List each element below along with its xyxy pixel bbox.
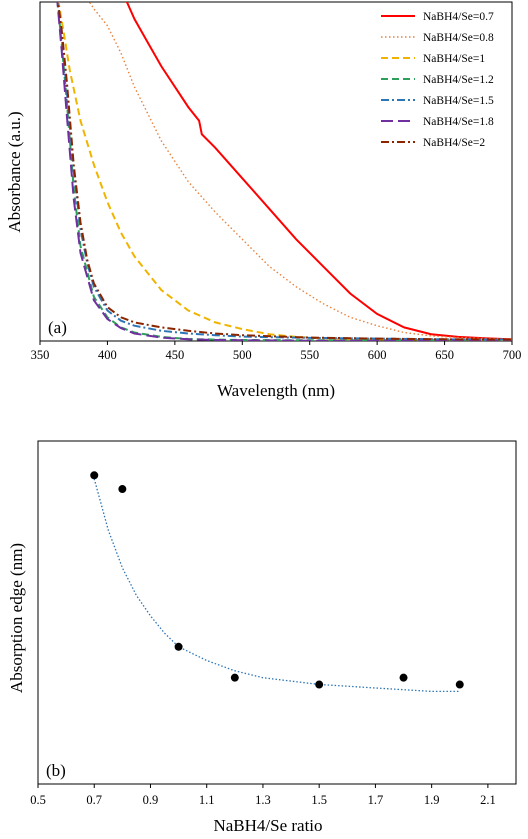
panel-a-x-axis-label: Wavelength (nm) — [217, 381, 335, 400]
x-tick-label: 400 — [98, 348, 117, 362]
x-tick-label: 0.9 — [143, 793, 159, 807]
legend-entry-label: NaBH4/Se=1 — [423, 53, 485, 65]
data-point — [315, 680, 324, 689]
x-tick-label: 1.7 — [368, 793, 384, 807]
panel-b-y-axis-label: Absorption edge (nm) — [7, 543, 26, 693]
panel-b-points-group — [90, 471, 464, 689]
trendline — [93, 478, 460, 693]
panel-a: 350 400 450 500 550 600 650 700 (a) Wavelength … — [5, 1, 522, 400]
x-tick-label: 1.5 — [311, 793, 327, 807]
x-tick-label: 500 — [233, 348, 252, 362]
panel-a-x-ticks: 350 400 450 500 550 600 650 700 — [31, 341, 522, 362]
panel-a-legend: NaBH4/Se=0.7 NaBH4/Se=0.8 NaBH4/Se=1 NaBH4/… — [381, 11, 494, 149]
panel-a-y-axis-label: Absorbance (a.u.) — [5, 111, 24, 232]
legend-entry-label: NaBH4/Se=1.8 — [423, 116, 494, 128]
panel-b-plot-area — [37, 440, 517, 785]
x-tick-label: 600 — [368, 348, 387, 362]
series-line-1 — [125, 2, 512, 341]
x-tick-label: 450 — [165, 348, 184, 362]
x-tick-label: 0.7 — [86, 793, 102, 807]
series-line-2 — [88, 2, 512, 340]
data-point — [230, 673, 239, 682]
series-line-6 — [56, 2, 512, 341]
x-tick-label: 0.5 — [30, 793, 46, 807]
panel-b-trendline-group — [93, 478, 460, 693]
x-tick-label: 700 — [503, 348, 522, 362]
x-tick-label: 550 — [300, 348, 319, 362]
data-point — [455, 680, 464, 689]
series-line-4 — [56, 2, 512, 341]
panel-b-label: (b) — [46, 761, 66, 780]
panel-a-label: (a) — [48, 318, 67, 337]
legend-entry-label: NaBH4/Se=0.7 — [423, 11, 494, 23]
data-point — [90, 471, 99, 480]
x-tick-label: 1.3 — [255, 793, 271, 807]
series-line-3 — [57, 2, 512, 341]
data-point — [174, 642, 183, 651]
series-line-5 — [56, 2, 512, 341]
x-tick-label: 350 — [31, 348, 50, 362]
legend-entry-label: NaBH4/Se=1.2 — [423, 74, 494, 86]
legend-entry-label: NaBH4/Se=2 — [423, 137, 485, 149]
panel-b: 0.5 0.7 0.9 1.1 1.3 1.5 1.7 1.9 2.1 (b) NaBH4/Se… — [7, 440, 517, 835]
series-line-7 — [56, 2, 512, 341]
data-point — [399, 673, 408, 682]
x-tick-label: 1.9 — [424, 793, 440, 807]
legend-entry-label: NaBH4/Se=0.8 — [423, 32, 494, 44]
panel-b-x-ticks: 0.5 0.7 0.9 1.1 1.3 1.5 1.7 1.9 2.1 — [30, 784, 496, 807]
x-tick-label: 1.1 — [199, 793, 215, 807]
x-tick-label: 2.1 — [480, 793, 496, 807]
panel-b-x-axis-label: NaBH4/Se ratio — [213, 816, 322, 835]
x-tick-label: 650 — [435, 348, 454, 362]
data-point — [118, 485, 127, 494]
panel-a-series-group — [56, 2, 512, 341]
legend-entry-label: NaBH4/Se=1.5 — [423, 95, 494, 107]
